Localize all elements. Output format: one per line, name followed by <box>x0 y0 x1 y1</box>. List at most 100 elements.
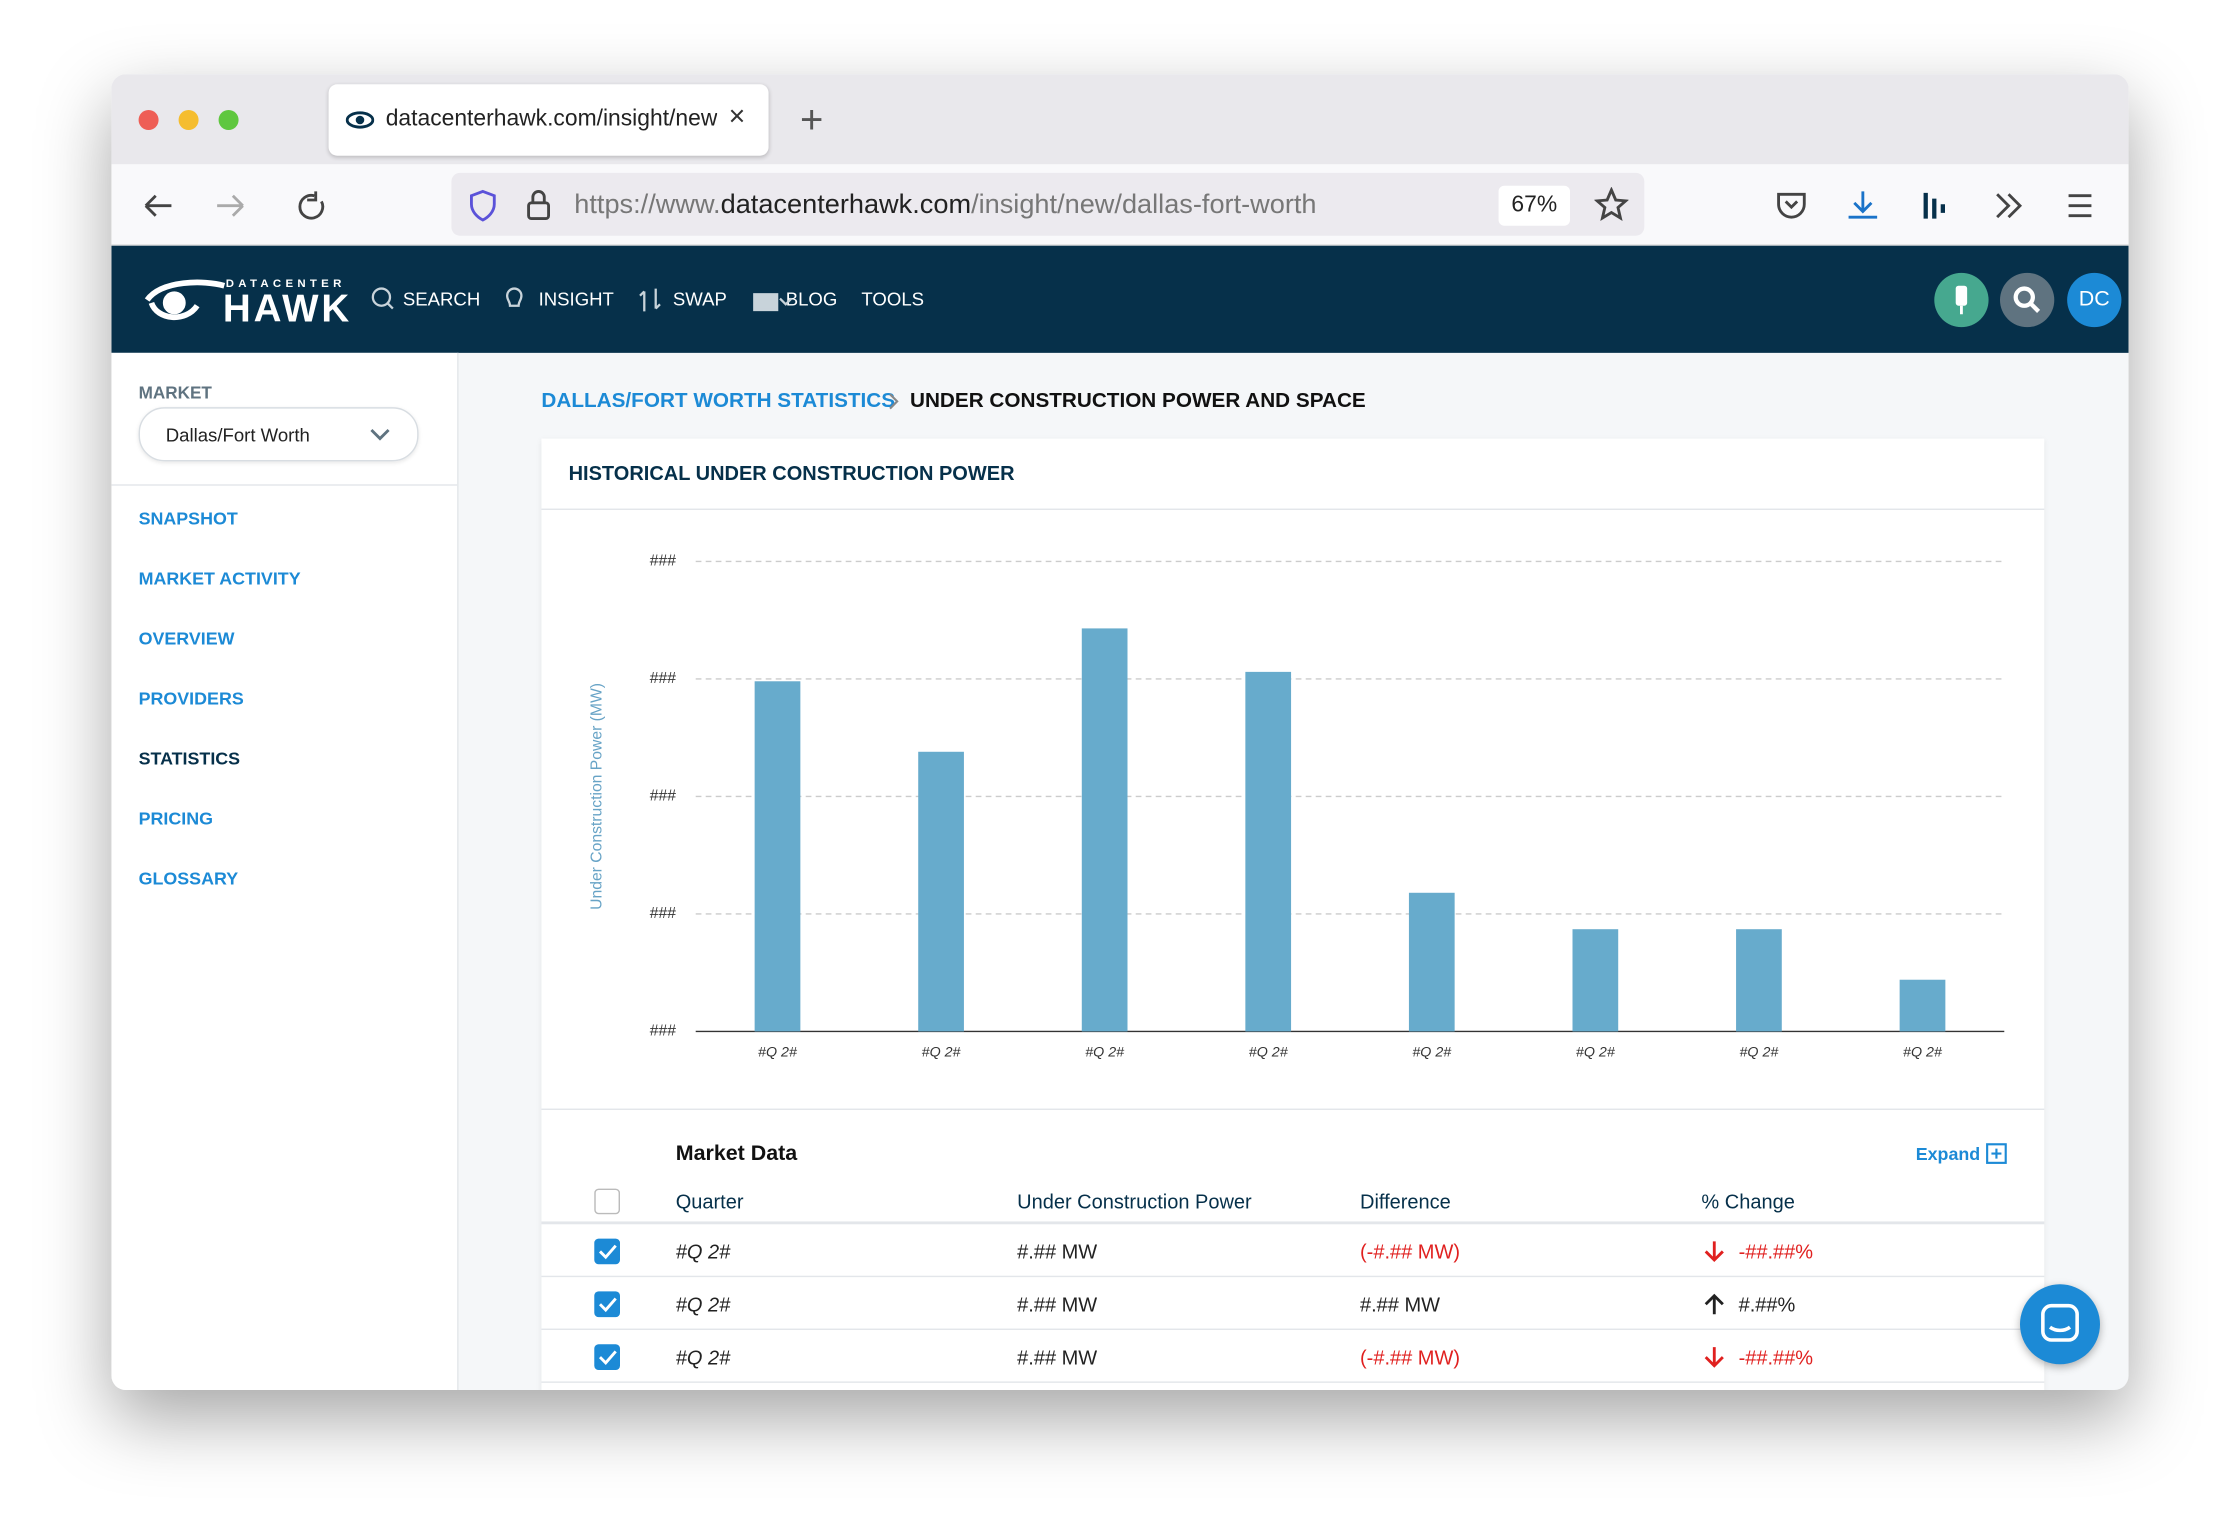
zoom-button[interactable] <box>218 109 239 130</box>
tab[interactable]: datacenterhawk.com/insight/new/dallas-fo… <box>328 84 769 156</box>
chat-button[interactable] <box>2019 1284 2100 1365</box>
nav-item[interactable]: BLOG <box>785 288 838 310</box>
nav-item[interactable]: SWAP <box>672 288 727 310</box>
side-link[interactable]: PROVIDERS <box>138 688 244 709</box>
expand-label: Expand <box>1915 1144 1981 1165</box>
checkbox[interactable] <box>594 1291 620 1318</box>
avatar[interactable]: DC <box>2067 272 2122 328</box>
table-cell: #.## MW <box>1017 1345 1098 1369</box>
search-button[interactable] <box>1999 272 2055 328</box>
trend-arrow <box>1701 1239 1727 1272</box>
y-tick-label: ### <box>650 670 676 687</box>
side-link[interactable]: OVERVIEW <box>138 628 235 649</box>
column-header: % Change <box>1701 1189 1795 1213</box>
tab-close[interactable]: × <box>728 101 746 133</box>
x-tick-label: #Q 2# <box>1249 1045 1289 1061</box>
bookmark-star[interactable] <box>1594 187 1629 221</box>
url-bar[interactable]: https://www.datacenterhawk.com/insight/n… <box>451 172 1645 236</box>
url-path: /insight/new/dallas-fort-worth <box>971 189 1317 220</box>
checkbox[interactable] <box>594 1188 620 1215</box>
bar <box>1572 929 1619 1032</box>
bar <box>1899 979 1946 1032</box>
zoom-level[interactable]: 67% <box>1498 185 1571 226</box>
x-tick-label: #Q 2# <box>1739 1045 1779 1061</box>
side-link[interactable]: GLOSSARY <box>138 868 239 889</box>
toolbar-icons[interactable] <box>1774 187 2103 224</box>
table-cell: #Q 2# <box>675 1239 731 1263</box>
table-cell: -##.##% <box>1738 1239 1814 1263</box>
bar <box>1245 671 1292 1032</box>
table-cell: (-#.## MW) <box>1359 1239 1460 1263</box>
logo-text[interactable]: HAWK <box>222 287 353 330</box>
x-tick-label: #Q 2# <box>1903 1045 1943 1061</box>
column-header: Under Construction Power <box>1017 1189 1252 1213</box>
sidebar: MARKET Dallas/Fort Worth SNAPSHOT MARKET … <box>111 352 459 1390</box>
market-select[interactable]: Dallas/Fort Worth <box>138 407 419 462</box>
x-tick-label: #Q 2# <box>758 1045 798 1061</box>
nav-item[interactable]: SEARCH <box>402 288 481 310</box>
dropdown-arrow <box>370 428 390 441</box>
breadcrumb-current: UNDER CONSTRUCTION POWER AND SPACE <box>909 389 1366 413</box>
divider <box>541 508 2045 510</box>
table-cell: -##.##% <box>1738 1345 1814 1369</box>
table-cell: #.##% <box>1738 1292 1796 1316</box>
market-label: MARKET <box>138 382 212 403</box>
table-cell: (-#.## MW) <box>1359 1345 1460 1369</box>
tab-icon <box>345 111 375 129</box>
table-cell: #Q 2# <box>675 1345 731 1369</box>
x-tick-label: #Q 2# <box>1576 1045 1616 1061</box>
x-tick-label: #Q 2# <box>1412 1045 1452 1061</box>
security-icons <box>469 189 550 222</box>
divider <box>541 1108 2045 1110</box>
y-axis-label: Under Construction Power (MW) <box>588 683 605 910</box>
trend-arrow <box>1701 1291 1727 1324</box>
row-divider <box>541 1381 2045 1383</box>
bar <box>1408 892 1455 1032</box>
nav-item[interactable]: TOOLS <box>861 288 925 310</box>
side-link[interactable]: PRICING <box>138 808 213 829</box>
row-divider <box>541 1275 2045 1278</box>
divider <box>111 484 458 486</box>
bar <box>754 681 801 1032</box>
site-navbar: DATACENTER HAWK DC SEARCH INSIGHT SWAP BLOG… <box>111 245 2129 353</box>
podcast-button[interactable] <box>1934 272 1989 328</box>
y-tick-label: ### <box>650 905 676 922</box>
nav-icons <box>371 287 793 312</box>
tab-title: datacenterhawk.com/insight/new/dallas-fo… <box>385 107 718 132</box>
column-header: Difference <box>1359 1189 1451 1213</box>
market-value: Dallas/Fort Worth <box>165 424 310 446</box>
expand-button[interactable]: Expand <box>1916 1143 2007 1164</box>
nav-buttons[interactable] <box>140 186 354 226</box>
table-cell: #.## MW <box>1017 1239 1098 1263</box>
side-link[interactable]: MARKET ACTIVITY <box>138 568 301 589</box>
table-cell: #.## MW <box>1017 1292 1098 1316</box>
checkbox[interactable] <box>594 1344 620 1370</box>
row-divider <box>541 1328 2045 1330</box>
url-domain: datacenterhawk.com <box>720 189 972 220</box>
trend-arrow <box>1701 1344 1727 1377</box>
chart: ### ### ### ### ### Under Construction Power … <box>588 553 2005 1061</box>
checkbox[interactable] <box>594 1238 620 1265</box>
url: https://www.datacenterhawk.com/insight/n… <box>574 190 1316 221</box>
x-tick-label: #Q 2# <box>922 1045 962 1061</box>
x-tick-label: #Q 2# <box>1085 1045 1125 1061</box>
new-tab[interactable]: + <box>799 97 824 142</box>
breadcrumb-sep <box>889 393 899 410</box>
breadcrumb-link[interactable]: DALLAS/FORT WORTH STATISTICS <box>541 389 896 413</box>
header-divider <box>541 1221 2045 1225</box>
table-cell: #Q 2# <box>675 1292 731 1316</box>
nav-item[interactable]: INSIGHT <box>538 288 614 310</box>
side-link[interactable]: SNAPSHOT <box>138 508 238 529</box>
minimize-button[interactable] <box>178 109 199 130</box>
close-button[interactable] <box>138 109 159 130</box>
chart-title: HISTORICAL UNDER CONSTRUCTION POWER <box>568 461 1015 485</box>
side-link[interactable]: STATISTICS <box>138 748 241 769</box>
table-cell: #.## MW <box>1359 1292 1441 1316</box>
logo-top: DATACENTER <box>225 277 346 290</box>
logo-icon <box>144 279 226 321</box>
column-header: Quarter <box>675 1189 744 1213</box>
browser-window: datacenterhawk.com/insight/new/dallas-fo… <box>111 74 2129 1390</box>
y-tick-label: ### <box>650 553 676 570</box>
